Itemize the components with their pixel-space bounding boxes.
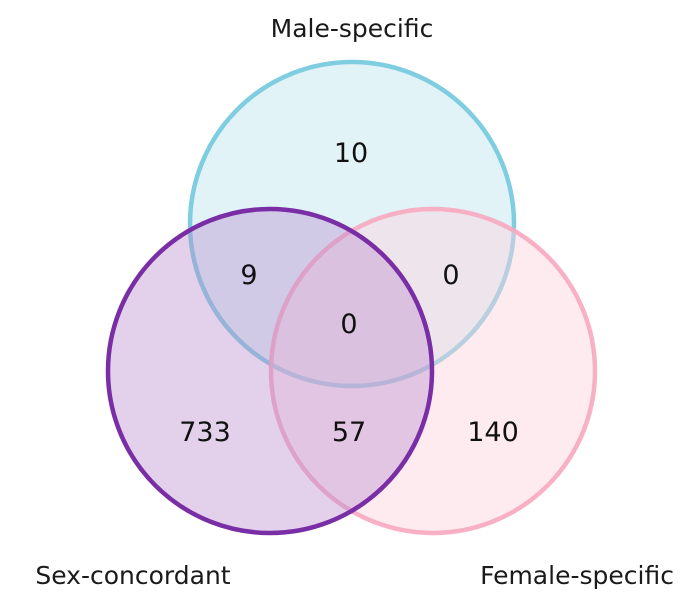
circle-sex-concordant	[105, 206, 435, 536]
label-female-specific: Female-specific	[480, 561, 674, 590]
count-male-female: 0	[442, 260, 459, 291]
count-male-concordant: 9	[240, 260, 257, 291]
label-sex-concordant: Sex-concordant	[35, 561, 230, 590]
count-concordant-only: 733	[179, 417, 231, 448]
label-male-specific: Male-specific	[271, 14, 434, 43]
count-concordant-female: 57	[332, 417, 366, 448]
circle-male-specific	[187, 59, 517, 389]
count-male-only: 10	[334, 138, 368, 169]
count-all-three: 0	[340, 309, 357, 340]
count-female-only: 140	[467, 417, 519, 448]
